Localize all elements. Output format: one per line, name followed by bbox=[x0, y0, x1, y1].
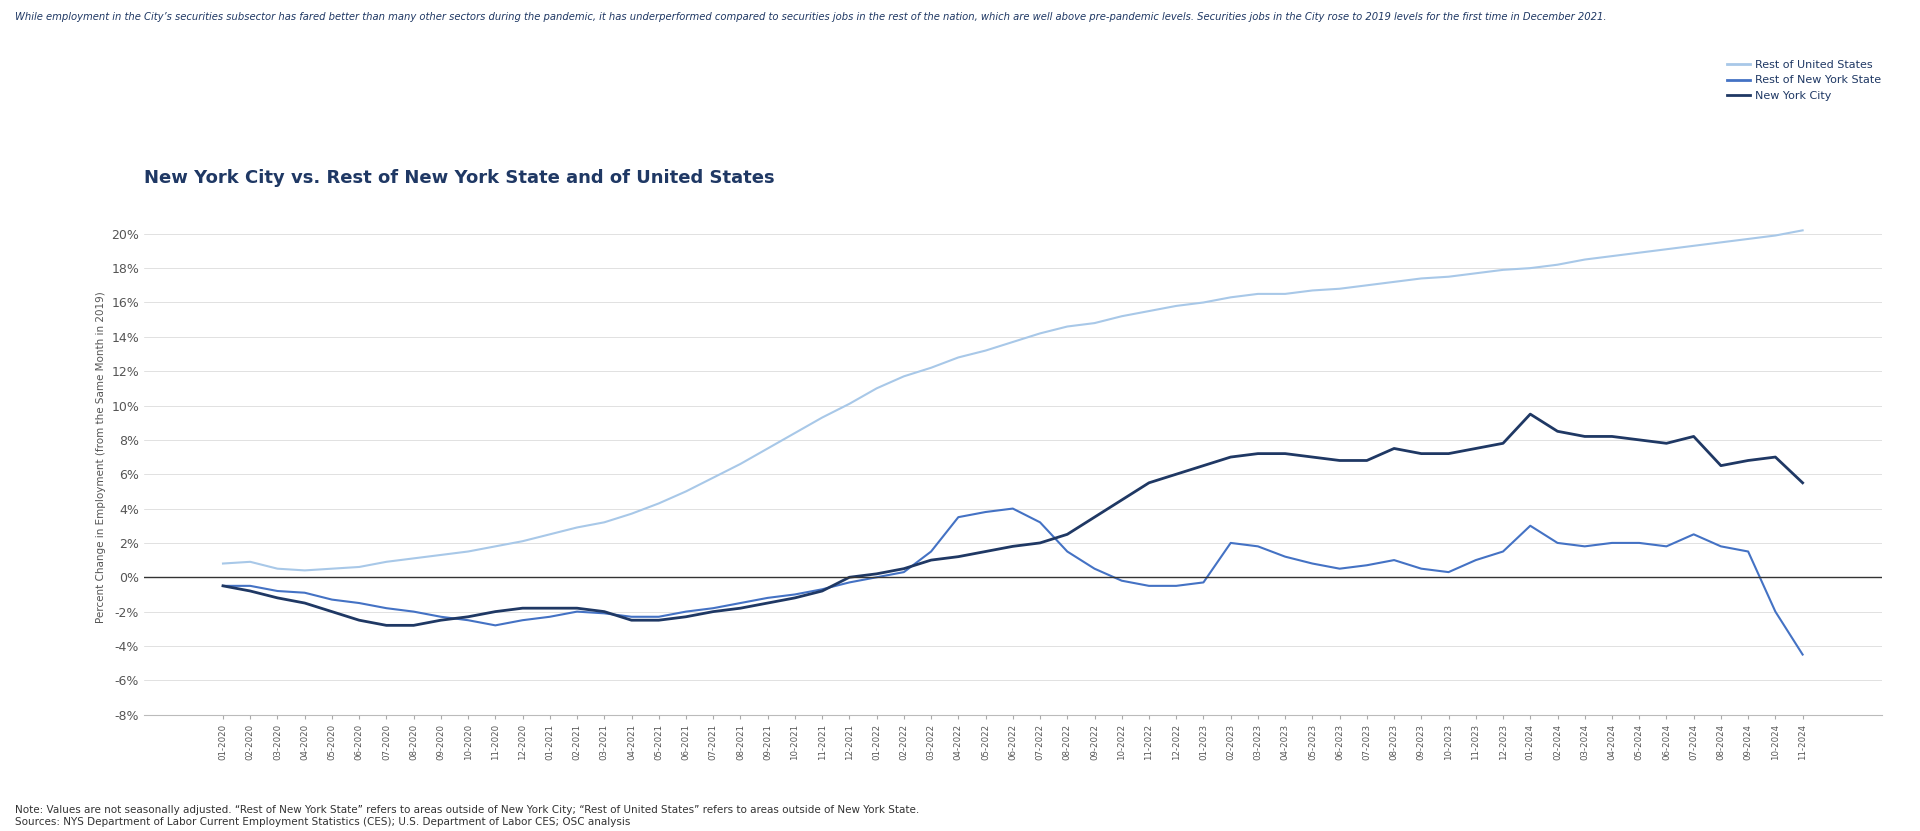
Text: While employment in the City’s securities subsector has fared better than many o: While employment in the City’s securitie… bbox=[15, 12, 1607, 22]
Text: Note: Values are not seasonally adjusted. “Rest of New York State” refers to are: Note: Values are not seasonally adjusted… bbox=[15, 805, 920, 827]
Text: New York City vs. Rest of New York State and of United States: New York City vs. Rest of New York State… bbox=[144, 169, 774, 187]
Y-axis label: Percent Change in Employment (from the Same Month in 2019): Percent Change in Employment (from the S… bbox=[96, 291, 106, 623]
Legend: Rest of United States, Rest of New York State, New York City: Rest of United States, Rest of New York … bbox=[1722, 56, 1885, 106]
